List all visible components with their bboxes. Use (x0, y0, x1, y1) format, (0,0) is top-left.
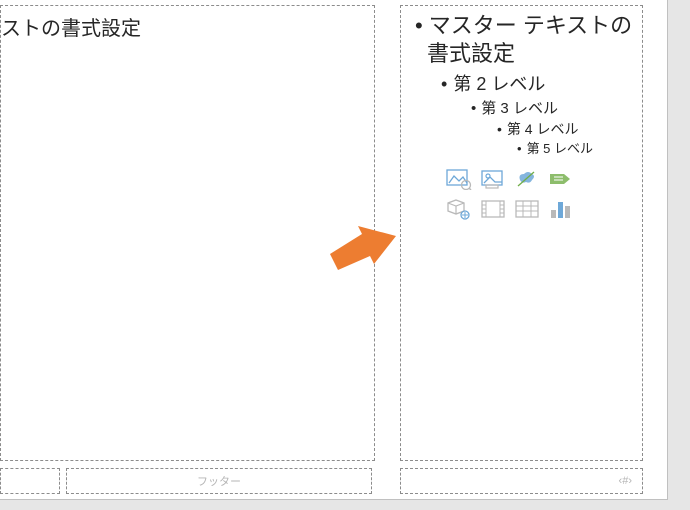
text-levels-list: マスター テキストの書式設定 第 2 レベル 第 3 レベル 第 4 レベル 第… (409, 12, 638, 157)
content-insert-icons (443, 165, 638, 223)
insert-stock-image-icon[interactable] (443, 165, 475, 193)
date-placeholder[interactable] (0, 468, 60, 494)
slide-number-placeholder[interactable]: ‹#› (400, 468, 643, 494)
level-3-text: 第 3 レベル (409, 100, 638, 119)
insert-table-icon[interactable] (511, 195, 543, 223)
insert-icon-icon[interactable] (511, 165, 543, 193)
footer-placeholder[interactable]: フッター (66, 468, 372, 494)
left-body-text: ストの書式設定 (1, 6, 374, 41)
slide-canvas: ストの書式設定 マスター テキストの書式設定 第 2 レベル 第 3 レベル 第… (0, 0, 668, 500)
left-content-placeholder[interactable]: ストの書式設定 (0, 5, 375, 461)
insert-chart-icon[interactable] (545, 195, 577, 223)
insert-smartart-icon[interactable] (545, 165, 577, 193)
level-1-text: マスター テキストの書式設定 (409, 12, 638, 67)
footer-text: フッター (67, 469, 371, 493)
slide-number-text: ‹#› (401, 469, 642, 493)
insert-video-icon[interactable] (477, 195, 509, 223)
right-content-placeholder[interactable]: マスター テキストの書式設定 第 2 レベル 第 3 レベル 第 4 レベル 第… (400, 5, 643, 461)
insert-3d-model-icon[interactable] (443, 195, 475, 223)
insert-picture-icon[interactable] (477, 165, 509, 193)
level-2-text: 第 2 レベル (409, 73, 638, 96)
level-5-text: 第 5 レベル (409, 141, 634, 157)
level-4-text: 第 4 レベル (409, 121, 638, 139)
